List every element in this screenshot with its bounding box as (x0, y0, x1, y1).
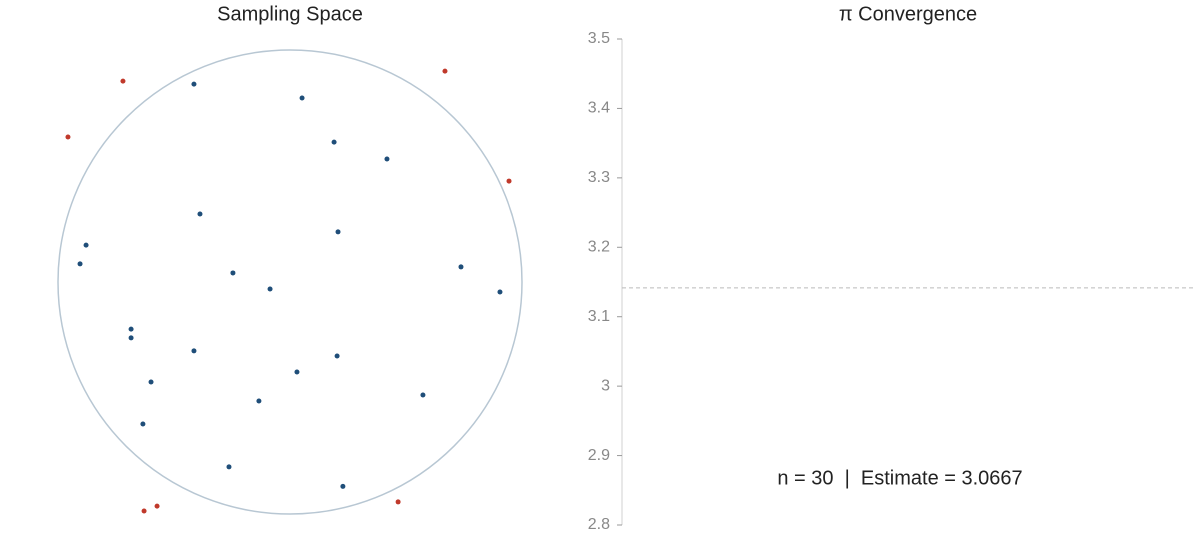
sample-point (191, 348, 197, 354)
sample-point (140, 421, 146, 427)
y-tick-label: 3.2 (588, 239, 610, 256)
sample-point (191, 81, 197, 87)
y-tick-label: 2.8 (588, 516, 610, 533)
sample-point (197, 211, 203, 217)
sample-point (65, 134, 71, 140)
sample-point (299, 95, 305, 101)
sample-point (77, 261, 83, 267)
sample-point (256, 398, 262, 404)
sample-point (458, 264, 464, 270)
sample-point (226, 464, 232, 470)
sample-point (395, 499, 401, 505)
sample-point (141, 508, 147, 514)
sample-point (384, 156, 390, 162)
chart-title: Sampling Space (217, 3, 363, 25)
y-tick-label: 3.4 (588, 100, 610, 117)
sample-point (506, 178, 512, 184)
unit-circle (57, 49, 523, 515)
y-tick-label: 3.5 (588, 30, 610, 47)
y-tick-label: 2.9 (588, 447, 610, 464)
y-tick-label: 3.3 (588, 169, 610, 186)
sample-point (334, 353, 340, 359)
sample-point (148, 379, 154, 385)
y-tick-label: 3.1 (588, 308, 610, 325)
sample-point (294, 369, 300, 375)
sample-point (128, 335, 134, 341)
sample-point (335, 229, 341, 235)
sample-point (83, 242, 89, 248)
sample-point (230, 270, 236, 276)
sample-point (128, 326, 134, 332)
sample-point (331, 139, 337, 145)
chart-title: π Convergence (839, 3, 977, 25)
sample-point (267, 286, 273, 292)
sample-point (420, 392, 426, 398)
y-tick-label: 3 (601, 377, 610, 394)
sample-point (497, 289, 503, 295)
sample-point (340, 483, 346, 489)
sample-point (154, 503, 160, 509)
sample-point (120, 78, 126, 84)
annotation: n = 30 | Estimate = 3.0667 (777, 467, 1022, 489)
sample-point (442, 68, 448, 74)
